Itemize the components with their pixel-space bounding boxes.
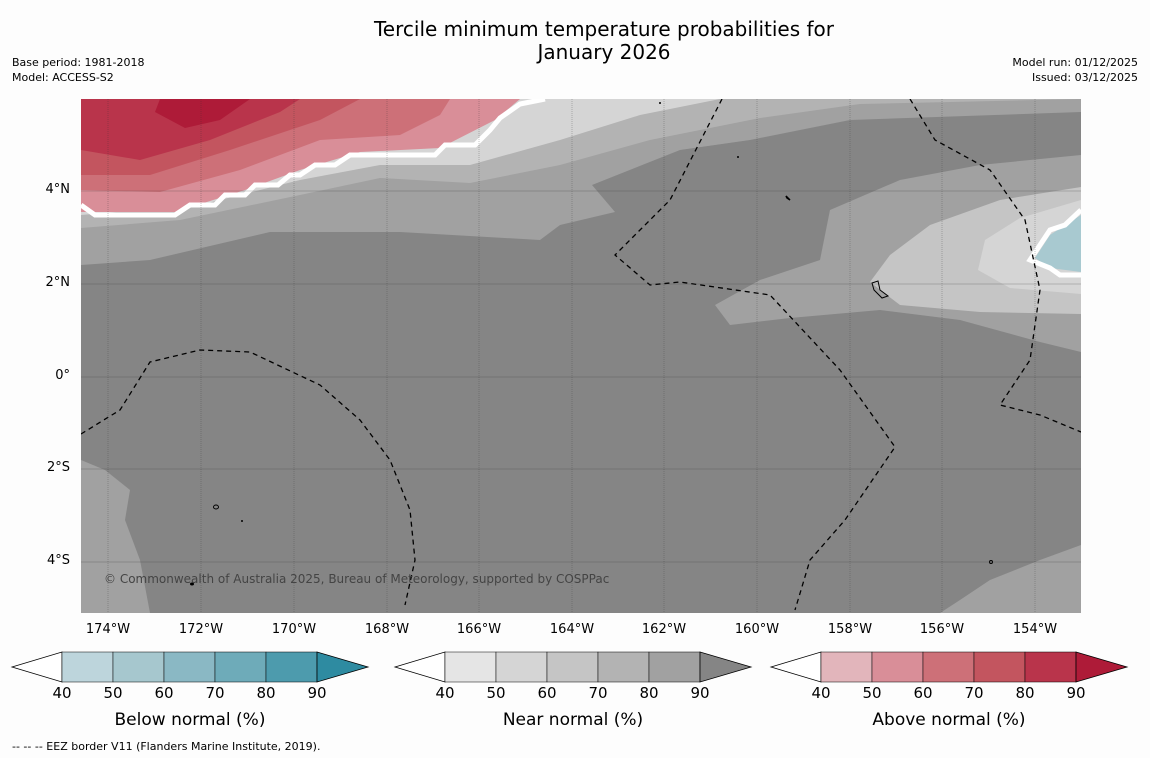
cbar-near-70-80 xyxy=(597,651,650,683)
cbar-above-tick: 40 xyxy=(811,684,831,702)
lon-label-154w: 154°W xyxy=(1012,622,1058,637)
cbar-near-title: Near normal (%) xyxy=(502,710,644,730)
island-tokelau-2 xyxy=(190,582,194,586)
cbar-below-40-50 xyxy=(61,651,114,683)
lat-label-0: 0° xyxy=(55,368,70,383)
cbar-below-tick: 40 xyxy=(52,684,72,702)
cbar-above-high-extension xyxy=(1075,651,1129,683)
cbar-below-tick: 70 xyxy=(205,684,225,702)
probability-field xyxy=(81,99,1081,613)
eez-border-west xyxy=(81,349,416,606)
cbar-above-60-70 xyxy=(922,651,975,683)
eez-border-east xyxy=(909,99,1081,433)
lon-label-168w: 168°W xyxy=(364,622,410,637)
lon-label-156w: 156°W xyxy=(919,622,965,637)
cbar-above-tick: 80 xyxy=(1015,684,1035,702)
cbar-near-tick: 70 xyxy=(588,684,608,702)
lon-label-166w: 166°W xyxy=(456,622,502,637)
below-normal-40-contour xyxy=(1026,208,1081,278)
cbar-above-tick: 90 xyxy=(1066,684,1086,702)
lon-label-174w: 174°W xyxy=(85,622,131,637)
below-normal-50-region xyxy=(1035,215,1081,272)
cbar-near-60-70 xyxy=(546,651,599,683)
cbar-below-70-80 xyxy=(214,651,267,683)
lat-label-2n: 2°N xyxy=(45,275,71,290)
lon-label-170w: 170°W xyxy=(271,622,317,637)
base-period: Base period: 1981-2018 xyxy=(12,56,145,69)
above-normal-80-region xyxy=(81,99,300,160)
gridlines xyxy=(81,99,1081,613)
lon-label-158w: 158°W xyxy=(827,622,873,637)
cbar-near-80-90 xyxy=(648,651,701,683)
island-south-east xyxy=(989,560,993,564)
cbar-below-tick: 90 xyxy=(307,684,327,702)
colorbar-below-normal xyxy=(10,651,370,683)
cbar-below-low-extension xyxy=(10,651,63,683)
colorbar-near-normal xyxy=(393,651,753,683)
cbar-below-tick: 60 xyxy=(154,684,174,702)
lat-label-2s: 2°S xyxy=(46,460,70,475)
cbar-near-tick: 40 xyxy=(435,684,455,702)
island-jarvis xyxy=(785,195,791,201)
meta-left: Base period: 1981-2018 Model: ACCESS-S2 xyxy=(12,55,144,85)
cbar-above-tick: 70 xyxy=(964,684,984,702)
island-small xyxy=(737,156,739,158)
cbar-near-tick: 60 xyxy=(537,684,557,702)
copyright-notice: © Commonwealth of Australia 2025, Bureau… xyxy=(104,572,610,586)
chart-title: Tercile minimum temperature probabilitie… xyxy=(330,18,878,64)
cbar-above-tick: 50 xyxy=(862,684,882,702)
island-tokelau-3 xyxy=(241,520,243,522)
cbar-below-tick: 80 xyxy=(256,684,276,702)
cbar-near-high-extension xyxy=(699,651,753,683)
eez-footnote: -- -- -- EEZ border V11 (Flanders Marine… xyxy=(12,740,321,753)
cbar-near-low-extension xyxy=(393,651,446,683)
cbar-near-40-50 xyxy=(444,651,497,683)
issued-date: Issued: 03/12/2025 xyxy=(1031,71,1138,84)
model-name: Model: ACCESS-S2 xyxy=(12,71,114,84)
meta-right: Model run: 01/12/2025 Issued: 03/12/2025 xyxy=(1012,55,1138,85)
above-normal-40-contour xyxy=(81,99,546,218)
cbar-above-50-60 xyxy=(871,651,924,683)
near-normal-80-southeast xyxy=(940,545,1081,613)
title-line-1: Tercile minimum temperature probabilitie… xyxy=(373,17,835,41)
cbar-near-tick: 90 xyxy=(690,684,710,702)
island-kiritimati xyxy=(871,280,890,299)
lon-label-160w: 160°W xyxy=(734,622,780,637)
lon-label-172w: 172°W xyxy=(178,622,224,637)
lat-label-4s: 4°S xyxy=(46,553,70,568)
cbar-above-70-80 xyxy=(973,651,1026,683)
lat-label-4n: 4°N xyxy=(45,182,71,197)
cbar-above-low-extension xyxy=(769,651,822,683)
lon-label-162w: 162°W xyxy=(641,622,687,637)
cbar-above-title: Above normal (%) xyxy=(872,710,1026,730)
cbar-near-tick: 50 xyxy=(486,684,506,702)
island-tokelau-1 xyxy=(213,504,219,510)
colorbar-above-normal xyxy=(769,651,1129,683)
cbar-below-title: Below normal (%) xyxy=(114,710,266,730)
cbar-near-tick: 80 xyxy=(639,684,659,702)
cbar-below-80-90 xyxy=(265,651,318,683)
island-palmyra xyxy=(659,102,661,104)
cbar-below-60-70 xyxy=(163,651,216,683)
lon-label-164w: 164°W xyxy=(549,622,595,637)
title-line-2: January 2026 xyxy=(537,40,671,64)
eez-border-central xyxy=(614,99,896,611)
cbar-below-high-extension xyxy=(316,651,370,683)
model-run: Model run: 01/12/2025 xyxy=(1012,56,1138,69)
cbar-above-tick: 60 xyxy=(913,684,933,702)
above-normal-90-region xyxy=(155,99,250,128)
cbar-near-50-60 xyxy=(495,651,548,683)
cbar-below-50-60 xyxy=(112,651,165,683)
cbar-above-40-50 xyxy=(820,651,873,683)
near-normal-80-southwest xyxy=(81,460,150,613)
cbar-above-80-90 xyxy=(1024,651,1077,683)
cbar-below-tick: 50 xyxy=(103,684,123,702)
